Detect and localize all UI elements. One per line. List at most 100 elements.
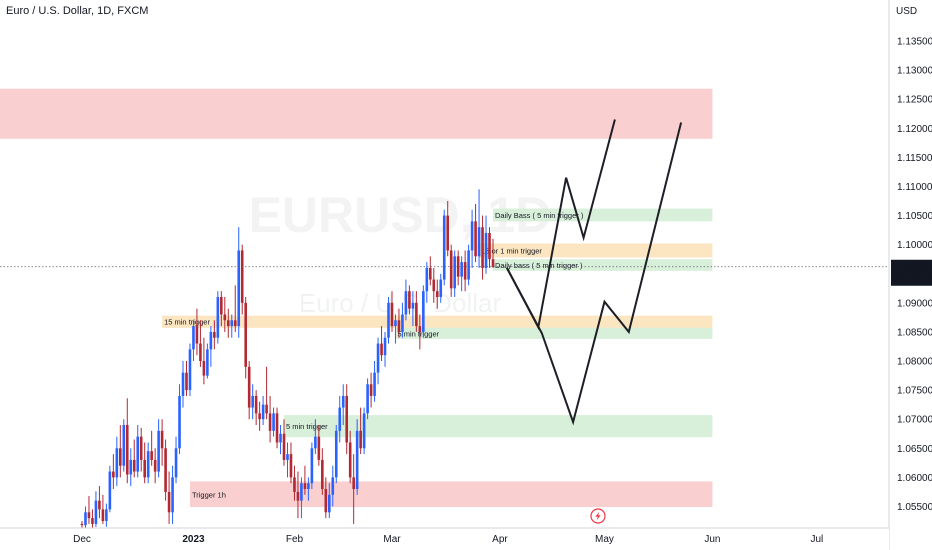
candle-body: [112, 471, 115, 478]
candle-body: [279, 433, 282, 443]
candle-body: [87, 512, 91, 519]
candle-body: [484, 233, 488, 268]
candle-body: [352, 477, 355, 490]
candle-body: [139, 436, 143, 460]
candle-body: [261, 404, 265, 420]
candle-body: [143, 459, 146, 478]
candle-body: [300, 483, 303, 501]
candle-body: [460, 262, 463, 277]
candle-body: [125, 425, 129, 475]
candle-body: [174, 448, 178, 478]
candle-body: [373, 372, 376, 396]
candle-body: [153, 459, 157, 472]
candle-body: [160, 430, 164, 449]
candle-body: [164, 448, 167, 492]
candle-body: [185, 372, 188, 391]
candle-body: [91, 518, 94, 524]
y-tick-label: 1.06500: [897, 444, 932, 455]
lightning-icon[interactable]: [590, 508, 606, 524]
candle-body: [324, 489, 328, 513]
candle-body: [401, 314, 404, 332]
zone-orange-2: [479, 243, 713, 258]
candle-body: [366, 384, 369, 414]
last-price-badge: [891, 259, 932, 286]
candle-body: [338, 407, 342, 431]
zone-label: 5 min trigger: [397, 329, 439, 338]
candle-body: [307, 483, 310, 490]
x-tick-label: Apr: [492, 534, 508, 545]
candle-body: [394, 320, 397, 327]
candle-body: [199, 343, 202, 362]
candle-body: [129, 459, 133, 475]
candle-body: [94, 500, 98, 524]
candle-body: [418, 326, 422, 332]
candle-body: [195, 326, 199, 344]
candle-body: [474, 221, 477, 257]
y-tick-label: 1.13000: [897, 66, 932, 77]
candle-body: [453, 256, 456, 289]
zone-label: Daily bass ( 5 min trigger ): [495, 261, 583, 270]
candle-body: [119, 448, 122, 466]
candle-body: [432, 279, 436, 292]
candle-body: [456, 256, 460, 277]
candle-body: [233, 320, 237, 327]
candle-body: [362, 413, 366, 449]
candle-body: [488, 233, 491, 260]
zone-green-6: [284, 415, 713, 438]
zone-label: 5 min trigger: [286, 422, 328, 431]
candle-body: [220, 297, 223, 315]
time-axis-bg[interactable]: [0, 528, 889, 550]
candle-body: [247, 366, 251, 408]
candle-body: [230, 320, 234, 327]
candle-body: [355, 430, 359, 490]
candle-body: [282, 433, 286, 460]
candle-body: [167, 491, 171, 513]
candle-body: [348, 442, 352, 478]
candle-body: [213, 331, 216, 338]
candle-body: [404, 291, 408, 315]
candle-body: [223, 314, 227, 321]
candle-body: [387, 302, 390, 338]
zone-label: Daily Bass ( 5 min trigger ): [495, 211, 584, 220]
candle-body: [226, 320, 230, 327]
candle-body: [84, 512, 87, 526]
candle-body: [446, 215, 450, 251]
candle-body: [293, 477, 296, 492]
y-tick-label: 1.11500: [897, 153, 932, 164]
y-tick-label: 1.08500: [897, 327, 932, 338]
candle-body: [209, 331, 213, 350]
y-tick-label: 1.10000: [897, 240, 932, 251]
zone-green-5: [395, 327, 713, 339]
candle-body: [467, 250, 470, 280]
candle-body: [408, 291, 411, 309]
candle-body: [369, 384, 373, 396]
candle-body: [345, 395, 349, 443]
zone-red-7: [189, 481, 713, 508]
candle-body: [286, 454, 289, 460]
x-tick-label: May: [595, 534, 614, 545]
y-tick-label: 1.12000: [897, 124, 932, 135]
x-tick-label: 2023: [182, 534, 205, 545]
candle-body: [380, 343, 383, 356]
candle-body: [157, 430, 160, 472]
candle-body: [397, 320, 401, 332]
candle-body: [481, 227, 484, 268]
x-tick-label: Dec: [73, 534, 91, 545]
candle-body: [265, 404, 268, 414]
zone-label: Trigger 1h: [192, 490, 226, 499]
candle-body: [429, 267, 432, 280]
zone-orange-4: [162, 315, 713, 328]
candle-body: [258, 413, 261, 420]
candle-body: [178, 395, 181, 449]
candle-body: [136, 436, 140, 472]
candle-body: [321, 459, 324, 490]
chart-title: Euro / U.S. Dollar, 1D, FXCM: [6, 5, 148, 17]
candle-body: [341, 395, 345, 408]
candle-body: [289, 454, 293, 478]
candle-body: [80, 523, 84, 526]
candle-body: [206, 349, 209, 376]
candle-body: [272, 413, 275, 431]
zone-label: 15 or 1 min trigger: [481, 246, 542, 255]
